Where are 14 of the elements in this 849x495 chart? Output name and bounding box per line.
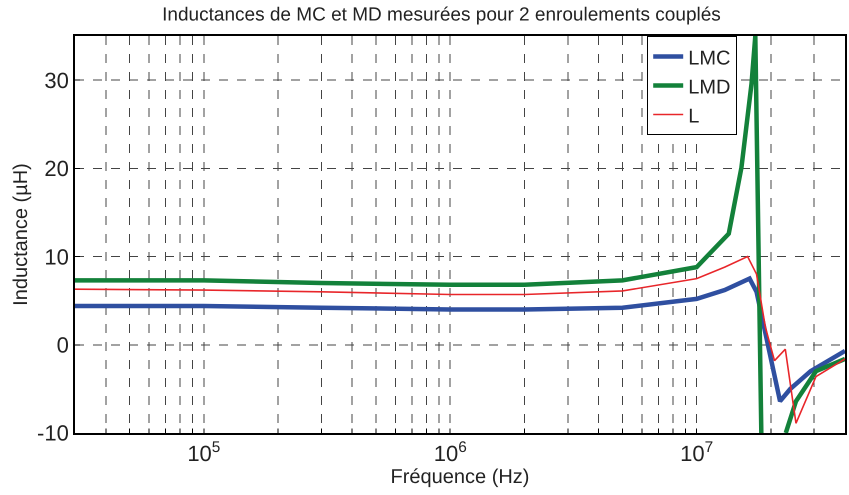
x-tick-label: 10$^{5}$ bbox=[187, 438, 220, 466]
x-tick-label: 10$^{6}$ bbox=[434, 438, 467, 466]
x-axis-title: Fréquence (Hz) bbox=[390, 466, 530, 488]
legend-label: LMD bbox=[688, 76, 730, 98]
y-axis-title: Inductance (µH) bbox=[10, 163, 32, 306]
y-tick-label: 0 bbox=[56, 332, 69, 358]
legend-label: L bbox=[688, 105, 700, 128]
x-tick-label: 10$^{7}$ bbox=[680, 438, 714, 466]
legend-label: LMC bbox=[688, 47, 730, 70]
y-tick-label: 20 bbox=[44, 156, 69, 182]
y-tick-label: 30 bbox=[44, 68, 69, 93]
y-tick-label: -10 bbox=[37, 420, 69, 446]
chart-title: Inductances de MC et MD mesurées pour 2 enroulements couplés bbox=[162, 4, 721, 26]
y-tick-label: 10 bbox=[44, 244, 69, 270]
